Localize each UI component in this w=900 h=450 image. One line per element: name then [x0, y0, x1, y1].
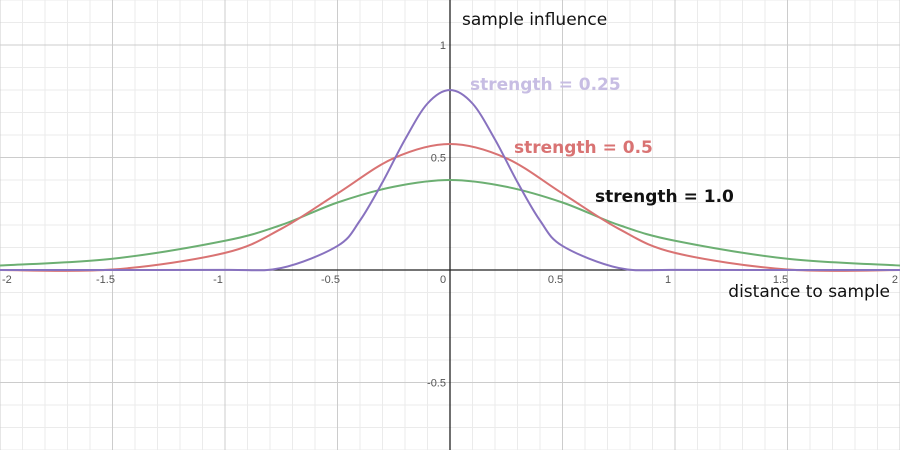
- y-tick-labels: 1 0.5 -0.5: [427, 40, 446, 390]
- x-tick-label: -0.5: [321, 274, 340, 286]
- x-tick-labels: -2 -1.5 -1 -0.5 0 0.5 1 1.5 2: [2, 274, 898, 286]
- curve-label-strength-1-0: strength = 1.0: [595, 187, 734, 207]
- x-tick-label: 1.5: [773, 274, 788, 286]
- series-line-strength-0-25: [0, 89, 900, 272]
- x-tick-label: 0: [440, 274, 446, 286]
- curve-label-strength-0-5: strength = 0.5: [514, 138, 653, 158]
- x-tick-label: -2: [2, 274, 12, 286]
- x-tick-label: 0.5: [548, 274, 563, 286]
- x-tick-label: 2: [892, 274, 898, 286]
- series-line-strength-0-5: [0, 143, 900, 272]
- curves: [0, 89, 900, 272]
- x-tick-label: -1: [213, 274, 223, 286]
- y-tick-label: 0.5: [431, 153, 446, 165]
- series-line-strength-1-0: [0, 179, 900, 267]
- curve-label-strength-0-25: strength = 0.25: [470, 75, 621, 95]
- x-tick-label: 1: [665, 274, 671, 286]
- x-axis-title: distance to sample: [728, 282, 890, 302]
- y-tick-label: 1: [440, 40, 446, 52]
- x-tick-label: -1.5: [96, 274, 115, 286]
- y-tick-label: -0.5: [427, 378, 446, 390]
- y-axis-title: sample influence: [462, 10, 607, 30]
